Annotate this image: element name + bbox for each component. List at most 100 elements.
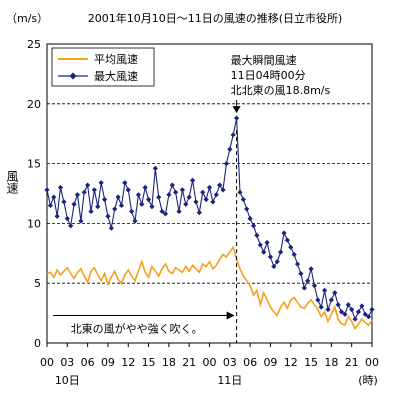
max-wind-point	[81, 189, 87, 195]
max-wind-point	[135, 192, 142, 198]
x-tick-label: 15	[142, 356, 156, 369]
max-wind-point	[166, 192, 172, 198]
max-wind-point	[139, 201, 145, 207]
max-wind-point	[311, 282, 318, 289]
max-wind-point	[352, 316, 358, 322]
max-wind-point	[267, 254, 274, 260]
max-wind-point	[257, 242, 263, 248]
peak-annotation-line: 北北東の風18.8m/s	[231, 84, 331, 97]
x-tick-label: 12	[121, 356, 135, 369]
x-tick-label: 09	[263, 356, 277, 369]
max-wind-point	[366, 314, 372, 320]
max-wind-point	[78, 218, 84, 224]
max-wind-point	[277, 249, 284, 255]
x-tick-label: 21	[182, 356, 196, 369]
chart-title: 2001年10月10日～11日の風速の推移(日立市役所)	[88, 11, 343, 25]
max-wind-point	[213, 192, 219, 198]
max-wind-point	[301, 285, 307, 291]
max-wind-point	[95, 204, 101, 210]
x-tick-label: 00	[40, 356, 54, 369]
max-wind-point	[217, 182, 223, 188]
max-wind-point	[305, 278, 311, 284]
max-wind-point	[281, 230, 287, 236]
x-unit-label: (時)	[358, 374, 378, 387]
max-wind-point	[261, 249, 267, 255]
max-wind-point	[237, 189, 243, 195]
max-wind-point	[291, 251, 297, 258]
max-wind-point	[61, 199, 67, 205]
y-tick-label: 10	[27, 217, 41, 230]
series-line-average	[46, 245, 373, 331]
x-tick-label: 03	[60, 356, 74, 369]
max-wind-point	[98, 180, 104, 186]
max-wind-point	[112, 206, 118, 212]
max-wind-point	[298, 271, 304, 277]
max-wind-point	[271, 263, 277, 270]
legend-box	[51, 47, 155, 87]
max-wind-point	[173, 189, 179, 195]
note-text: 北東の風がやや強く吹く。	[71, 321, 203, 335]
max-wind-point	[369, 306, 375, 313]
max-wind-point	[227, 146, 233, 152]
x-tick-label: 15	[304, 356, 318, 369]
x-tick-label: 00	[365, 356, 379, 369]
max-wind-point	[220, 187, 226, 193]
max-wind-point	[294, 261, 301, 267]
max-wind-point	[125, 187, 131, 193]
max-wind-point	[169, 182, 175, 188]
max-wind-point	[233, 115, 240, 121]
legend-label-max: 最大風速	[94, 69, 138, 83]
max-wind-point	[264, 239, 270, 246]
max-wind-point	[101, 196, 108, 203]
max-wind-point	[362, 311, 368, 317]
max-wind-point	[108, 225, 114, 231]
max-wind-point	[74, 192, 81, 198]
y-tick-label: 20	[27, 98, 41, 111]
peak-annotation-line: 11日04時00分	[231, 69, 306, 82]
y-tick-label: 15	[27, 158, 41, 171]
max-wind-point	[118, 202, 125, 209]
max-wind-point	[85, 182, 91, 188]
max-wind-point	[189, 177, 196, 183]
max-wind-point	[47, 202, 53, 209]
note-arrow-head	[226, 311, 235, 320]
max-wind-point	[203, 196, 209, 203]
max-wind-point	[230, 132, 236, 138]
chart-unit-label: （m/s）	[6, 12, 48, 25]
x-tick-label: 12	[284, 356, 298, 369]
max-wind-point	[162, 211, 169, 217]
max-wind-point	[88, 208, 94, 215]
peak-annotation-line: 最大瞬間風速	[231, 53, 297, 67]
max-wind-point	[210, 199, 216, 205]
max-wind-point	[247, 216, 253, 222]
max-wind-point	[338, 309, 345, 315]
max-wind-point	[240, 196, 246, 203]
max-wind-point	[176, 208, 182, 215]
max-wind-point	[355, 309, 362, 315]
max-wind-point	[186, 194, 192, 200]
max-wind-point	[159, 208, 165, 215]
max-wind-point	[332, 290, 338, 296]
max-wind-point	[68, 223, 74, 229]
day-label: 11日	[217, 374, 242, 387]
x-tick-label: 18	[162, 356, 176, 369]
series-line-max	[46, 118, 373, 321]
max-wind-point	[54, 213, 60, 219]
max-wind-point	[284, 237, 290, 243]
max-wind-point	[193, 199, 199, 205]
max-wind-point	[359, 303, 365, 309]
max-wind-point	[132, 218, 138, 224]
max-wind-point	[345, 302, 351, 308]
max-wind-point	[91, 187, 97, 193]
max-wind-point	[288, 244, 294, 250]
max-wind-point	[206, 184, 213, 191]
x-tick-label: 06	[81, 356, 95, 369]
max-wind-point	[44, 187, 50, 193]
x-tick-label: 00	[203, 356, 217, 369]
max-wind-point	[122, 180, 128, 186]
max-wind-point	[179, 187, 186, 193]
max-wind-point	[196, 210, 202, 216]
max-wind-point	[57, 184, 64, 191]
